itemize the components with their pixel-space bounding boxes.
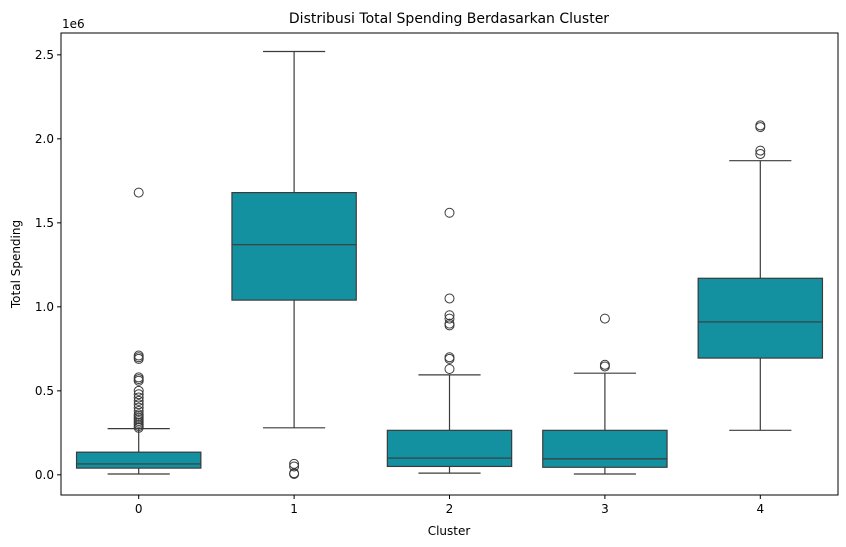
y-tick-label: 0.5 xyxy=(35,384,54,398)
outlier-point xyxy=(133,392,144,403)
outlier-point xyxy=(599,313,610,324)
x-tick-label: 4 xyxy=(756,502,764,516)
outlier-point xyxy=(289,469,300,479)
outlier-point xyxy=(755,145,766,156)
iqr-box xyxy=(75,451,202,469)
box-group-cluster-4 xyxy=(697,120,824,431)
outlier-point xyxy=(289,468,300,479)
x-tick-label: 3 xyxy=(601,502,609,516)
box-group-cluster-3 xyxy=(542,313,668,475)
x-axis-label: Cluster xyxy=(428,524,471,538)
plot-area xyxy=(75,50,824,479)
iqr-box xyxy=(386,429,513,468)
y-tick-label: 2.5 xyxy=(35,48,54,62)
outlier-point xyxy=(599,361,610,372)
outlier-point xyxy=(133,385,144,396)
outlier-point xyxy=(755,122,766,133)
outlier-point xyxy=(444,320,455,331)
outlier-point xyxy=(444,310,455,321)
y-tick-label: 1.0 xyxy=(35,300,54,314)
outlier-point xyxy=(133,406,144,416)
outlier-point xyxy=(133,353,144,364)
box-group-cluster-0 xyxy=(75,187,202,475)
iqr-box xyxy=(542,429,668,468)
outlier-point xyxy=(444,364,455,374)
outlier-point xyxy=(755,148,766,159)
iqr-box xyxy=(231,192,357,301)
outlier-point xyxy=(133,187,144,198)
y-offset-label: 1e6 xyxy=(62,17,85,31)
x-tick-label: 1 xyxy=(290,502,298,516)
box-group-cluster-2 xyxy=(386,207,513,474)
y-axis-label: Total Spending xyxy=(9,220,23,309)
outlier-point xyxy=(133,389,144,400)
y-tick-label: 1.5 xyxy=(35,216,54,230)
outlier-point xyxy=(444,293,455,304)
x-tick-label: 0 xyxy=(135,502,143,516)
outlier-point xyxy=(133,399,144,410)
chart-title: Distribusi Total Spending Berdasarkan Cl… xyxy=(289,11,609,27)
outlier-point xyxy=(133,422,144,433)
x-tick-label: 2 xyxy=(446,502,454,516)
outlier-point xyxy=(133,395,144,406)
y-tick-label: 0.0 xyxy=(35,468,54,482)
outlier-point xyxy=(444,353,455,364)
outlier-point xyxy=(133,375,144,386)
box-group-cluster-1 xyxy=(231,50,357,479)
outlier-point xyxy=(444,207,455,218)
y-tick-label: 2.0 xyxy=(35,132,54,146)
outlier-point xyxy=(444,313,455,324)
outlier-point xyxy=(133,402,144,413)
outlier-point xyxy=(289,461,300,472)
iqr-box xyxy=(697,277,824,359)
